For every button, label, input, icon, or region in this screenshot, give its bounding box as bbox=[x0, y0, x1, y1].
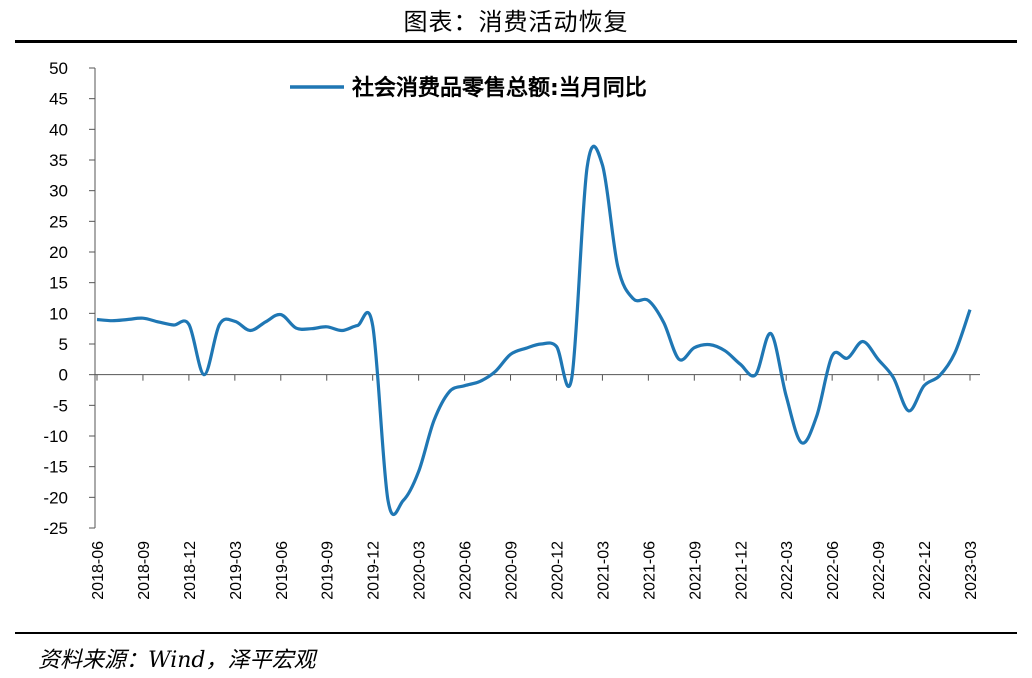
legend-label: 社会消费品零售总额:当月同比 bbox=[352, 75, 647, 101]
x-tick-label: 2021-06 bbox=[641, 541, 658, 600]
x-tick-label: 2018-06 bbox=[90, 541, 107, 600]
y-tick-label: 30 bbox=[49, 182, 68, 201]
source-note: 资料来源：Wind，泽平宏观 bbox=[38, 648, 316, 673]
axes bbox=[94, 68, 980, 528]
x-tick-label: 2020-09 bbox=[504, 541, 521, 600]
y-tick-label: 10 bbox=[49, 304, 68, 323]
x-tick-label: 2020-12 bbox=[549, 541, 566, 600]
x-tick-label: 2022-09 bbox=[871, 541, 888, 600]
x-tick-label: 2018-09 bbox=[136, 541, 153, 600]
y-tick-label: 35 bbox=[49, 151, 68, 170]
y-tick-label: 40 bbox=[49, 120, 68, 139]
y-tick-label: -10 bbox=[43, 427, 68, 446]
x-tick-label: 2019-06 bbox=[274, 541, 291, 600]
y-tick-label: -20 bbox=[43, 488, 68, 507]
y-tick-label: 0 bbox=[59, 366, 68, 385]
y-tick-label: 15 bbox=[49, 274, 68, 293]
x-tick-label: 2023-03 bbox=[963, 541, 980, 600]
x-tick-label: 2021-03 bbox=[595, 541, 612, 600]
x-tick-label: 2018-12 bbox=[182, 541, 199, 600]
y-tick-label: 5 bbox=[59, 335, 68, 354]
legend: 社会消费品零售总额:当月同比 bbox=[290, 75, 647, 101]
bottom-rule bbox=[15, 632, 1017, 634]
x-tick-label: 2022-03 bbox=[779, 541, 796, 600]
x-tick-label: 2019-03 bbox=[228, 541, 245, 600]
y-tick-label: 20 bbox=[49, 243, 68, 262]
y-tick-label: -25 bbox=[43, 519, 68, 538]
x-tick-label: 2020-06 bbox=[458, 541, 475, 600]
x-tick-label: 2022-06 bbox=[825, 541, 842, 600]
y-tick-label: -15 bbox=[43, 458, 68, 477]
x-axis-ticks: 2018-06 2018-09 2018-12 2019-03 2019-06 2019-… bbox=[90, 374, 980, 600]
x-tick-label: 2019-09 bbox=[320, 541, 337, 600]
chart-title: 图表：消费活动恢复 bbox=[403, 8, 629, 36]
y-tick-label: -5 bbox=[53, 396, 68, 415]
x-tick-label: 2019-12 bbox=[366, 541, 383, 600]
series-lines bbox=[96, 144, 972, 517]
series-line bbox=[96, 144, 972, 517]
x-tick-label: 2022-12 bbox=[917, 541, 934, 600]
y-tick-label: 50 bbox=[49, 59, 68, 78]
x-tick-label: 2020-03 bbox=[412, 541, 429, 600]
x-tick-label: 2021-09 bbox=[687, 541, 704, 600]
y-tick-label: 45 bbox=[49, 90, 68, 109]
y-tick-label: 25 bbox=[49, 212, 68, 231]
x-tick-label: 2021-12 bbox=[733, 541, 750, 600]
top-rule bbox=[15, 40, 1017, 43]
